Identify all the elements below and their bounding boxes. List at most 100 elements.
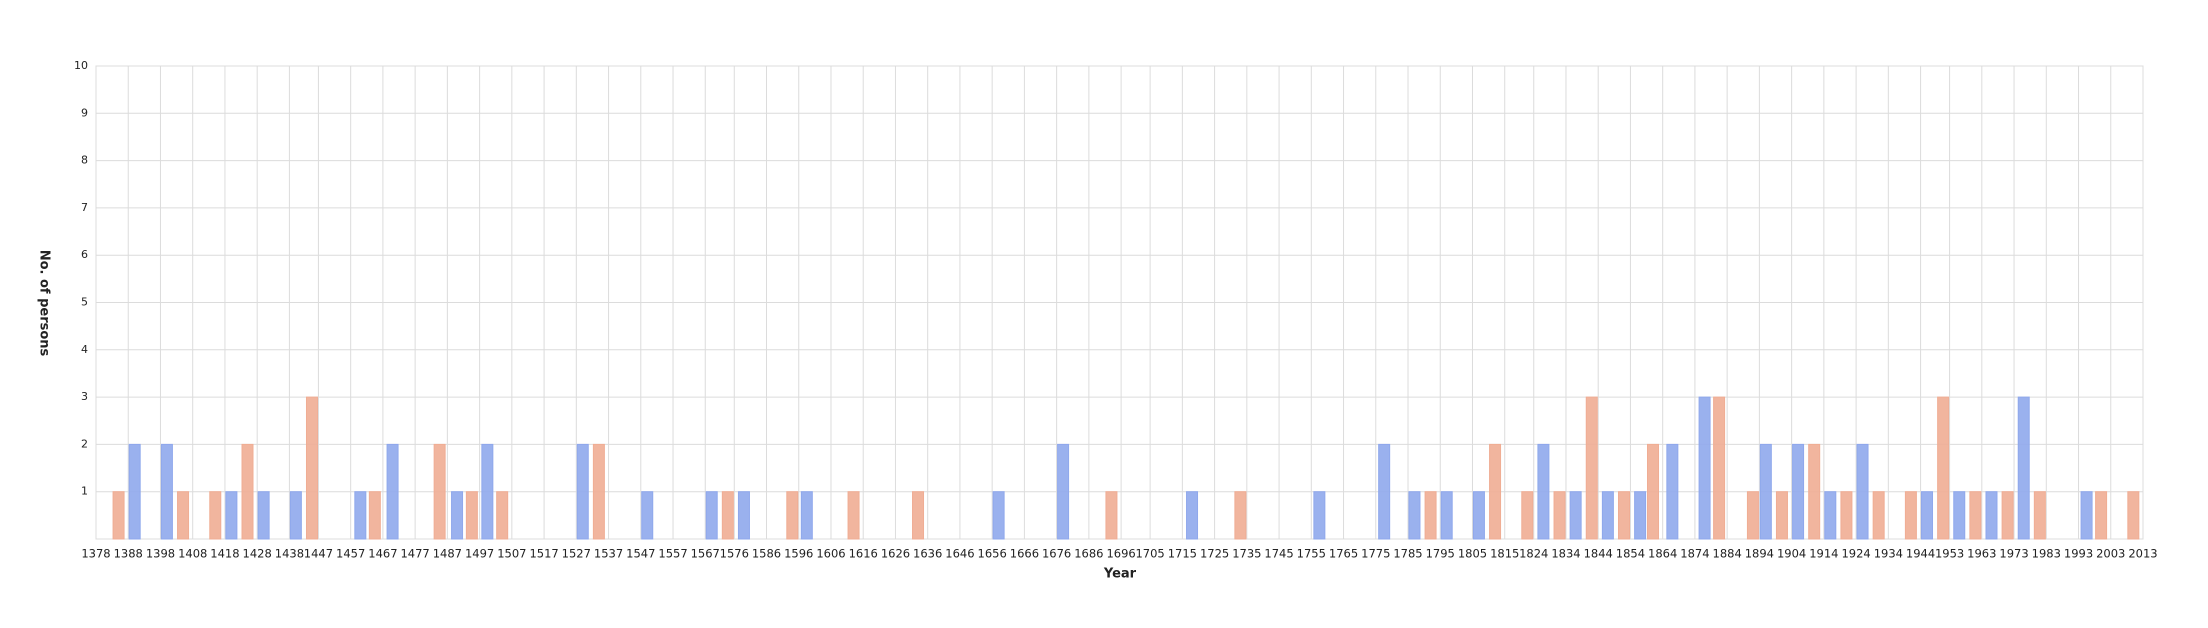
bar <box>1617 491 1630 540</box>
x-tick-label: 2013 <box>2128 547 2157 561</box>
x-tick-label: 1447 <box>304 547 333 561</box>
x-tick-label: 1904 <box>1777 547 1806 561</box>
bar <box>225 491 238 540</box>
bar <box>1601 491 1614 540</box>
x-tick-label: 1497 <box>465 547 494 561</box>
bar <box>1969 491 1982 540</box>
bar <box>1904 491 1917 540</box>
y-tick-label: 3 <box>81 390 88 403</box>
bar <box>1937 396 1950 540</box>
y-axis-label: No. of persons <box>37 250 52 357</box>
x-tick-label: 1576 <box>720 547 749 561</box>
bar <box>1057 443 1070 540</box>
x-tick-label: 1616 <box>849 547 878 561</box>
bar <box>209 491 222 540</box>
bar <box>1378 443 1391 540</box>
x-tick-label: 1527 <box>562 547 591 561</box>
x-tick-label: 1785 <box>1393 547 1422 561</box>
bar <box>1666 443 1679 540</box>
x-tick-label: 1596 <box>784 547 813 561</box>
x-tick-label: 1735 <box>1232 547 1261 561</box>
bar <box>496 491 509 540</box>
x-tick-label: 1815 <box>1490 547 1519 561</box>
x-tick-label: 1398 <box>146 547 175 561</box>
bar <box>305 396 318 540</box>
bar <box>1553 491 1566 540</box>
x-tick-label: 1745 <box>1264 547 1293 561</box>
x-tick-label: 1834 <box>1551 547 1580 561</box>
bar <box>1424 491 1437 540</box>
x-tick-label: 1388 <box>114 547 143 561</box>
bar <box>241 443 254 540</box>
x-tick-label: 1854 <box>1616 547 1645 561</box>
bar <box>786 491 799 540</box>
bar <box>2095 491 2108 540</box>
bar <box>433 443 446 540</box>
bar <box>1489 443 1502 540</box>
x-tick-label: 1428 <box>243 547 272 561</box>
y-tick-label: 2 <box>81 437 88 450</box>
bar <box>1824 491 1837 540</box>
x-tick-label: 1547 <box>626 547 655 561</box>
bar <box>451 491 464 540</box>
x-tick-label: 1438 <box>275 547 304 561</box>
x-tick-label: 1805 <box>1458 547 1487 561</box>
x-tick-label: 1944 <box>1906 547 1935 561</box>
y-tick-label: 9 <box>81 106 88 119</box>
x-tick-label: 1844 <box>1584 547 1613 561</box>
x-tick-label: 1646 <box>945 547 974 561</box>
bar <box>465 491 478 540</box>
bar <box>1792 443 1805 540</box>
bar <box>257 491 270 540</box>
x-tick-label: 1765 <box>1329 547 1358 561</box>
x-tick-label: 1715 <box>1168 547 1197 561</box>
x-tick-label: 1467 <box>368 547 397 561</box>
bar <box>2033 491 2046 540</box>
bar <box>2127 491 2140 540</box>
bar <box>1985 491 1998 540</box>
x-tick-label: 1606 <box>816 547 845 561</box>
x-tick-label: 1626 <box>881 547 910 561</box>
x-tick-label: 2003 <box>2096 547 2125 561</box>
x-tick-label: 1953 <box>1935 547 1964 561</box>
bar <box>112 491 125 540</box>
bar <box>1872 491 1885 540</box>
y-tick-label: 10 <box>74 59 88 72</box>
x-tick-label: 1557 <box>658 547 687 561</box>
x-tick-label: 1676 <box>1042 547 1071 561</box>
x-tick-label: 1755 <box>1297 547 1326 561</box>
bar <box>368 491 381 540</box>
x-tick-label: 1656 <box>978 547 1007 561</box>
bar <box>1521 491 1534 540</box>
bar <box>737 491 750 540</box>
bar <box>386 443 399 540</box>
x-tick-label: 1963 <box>1967 547 1996 561</box>
bar <box>1408 491 1421 540</box>
x-axis-label: Year <box>1103 567 1137 582</box>
x-tick-label: 1457 <box>336 547 365 561</box>
bar <box>1105 491 1118 540</box>
bar <box>1759 443 1772 540</box>
bar <box>481 443 494 540</box>
bar <box>1647 443 1660 540</box>
bar <box>1186 491 1199 540</box>
x-tick-label: 1993 <box>2064 547 2093 561</box>
bar <box>1634 491 1647 540</box>
bar <box>1775 491 1788 540</box>
bar <box>592 443 605 540</box>
x-tick-label: 1517 <box>529 547 558 561</box>
bar <box>1698 396 1711 540</box>
bar <box>128 443 141 540</box>
bar <box>1585 396 1598 540</box>
bar <box>1313 491 1326 540</box>
x-tick-label: 1477 <box>400 547 429 561</box>
x-tick-label: 1408 <box>178 547 207 561</box>
bar <box>1440 491 1453 540</box>
bar <box>1921 491 1934 540</box>
bar <box>912 491 925 540</box>
bar <box>2080 491 2093 540</box>
bar <box>705 491 718 540</box>
x-tick-label: 1894 <box>1745 547 1774 561</box>
x-tick-label: 1934 <box>1874 547 1903 561</box>
